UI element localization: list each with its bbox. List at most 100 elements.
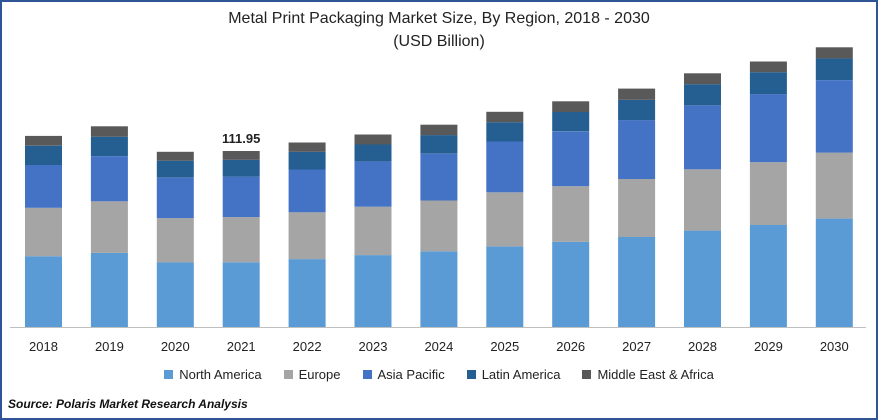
bar-2030-middle-east-and-africa — [815, 47, 853, 59]
chart-legend: North America Europe Asia Pacific Latin Ame… — [0, 367, 878, 382]
x-tick-2021: 2021 — [227, 339, 256, 354]
legend-swatch-asia-pacific — [362, 370, 372, 379]
bar-2028-europe — [684, 169, 721, 231]
bar-2030-asia-pacific — [815, 80, 853, 153]
chart-title: Metal Print Packaging Market Size, By Re… — [228, 10, 650, 27]
bar-2018-asia-pacific — [25, 165, 62, 208]
bar-2022-europe — [288, 212, 326, 260]
bar-2028-latin-america — [684, 84, 721, 106]
legend-swatch-north-america — [164, 370, 174, 379]
x-tick-2024: 2024 — [424, 339, 453, 354]
bar-2021-latin-america — [222, 159, 260, 177]
x-tick-2020: 2020 — [161, 339, 190, 354]
bar-2029-europe — [749, 162, 787, 225]
x-tick-2026: 2026 — [556, 339, 585, 354]
x-tick-2025: 2025 — [490, 339, 519, 354]
chart-subtitle: (USD Billion) — [393, 33, 485, 50]
bar-2022-latin-america — [288, 151, 326, 170]
bar-2027-middle-east-and-africa — [618, 88, 656, 100]
bar-2023-latin-america — [354, 144, 392, 162]
bar-2023-middle-east-and-africa — [354, 134, 392, 145]
bar-2029-latin-america — [749, 72, 787, 95]
x-tick-2019: 2019 — [95, 339, 124, 354]
bar-2018-latin-america — [25, 145, 62, 165]
bar-2024-europe — [420, 200, 458, 252]
x-tick-2029: 2029 — [754, 339, 783, 354]
bar-2026-latin-america — [552, 111, 590, 132]
bar-2030-europe — [815, 152, 853, 219]
legend-label-asia-pacific: Asia Pacific — [377, 367, 445, 382]
bar-2020-north-america — [156, 262, 194, 327]
legend-swatch-latin-america — [466, 370, 476, 379]
legend-swatch-europe — [283, 370, 293, 379]
bar-2021-europe — [222, 217, 260, 263]
bar-2018-middle-east-and-africa — [25, 135, 62, 146]
bar-2025-asia-pacific — [486, 141, 524, 193]
bar-2024-asia-pacific — [420, 153, 458, 201]
legend-label-middle-east-and-africa: Middle East & Africa — [597, 367, 714, 382]
bar-2023-asia-pacific — [354, 161, 392, 207]
bar-2019-north-america — [90, 252, 128, 327]
legend-label-latin-america: Latin America — [481, 367, 561, 382]
bar-2021-middle-east-and-africa — [222, 151, 260, 160]
bar-2020-europe — [156, 218, 194, 263]
bar-2029-asia-pacific — [749, 94, 787, 163]
bar-2027-north-america — [618, 237, 656, 327]
bar-2018-europe — [25, 207, 62, 257]
bar-2020-middle-east-and-africa — [156, 151, 194, 161]
x-tick-2022: 2022 — [293, 339, 322, 354]
bar-2027-europe — [618, 179, 656, 237]
bar-2020-asia-pacific — [156, 177, 194, 219]
bar-2026-north-america — [552, 241, 590, 327]
source-note: Source: Polaris Market Research Analysis — [8, 397, 248, 411]
bar-2021-asia-pacific — [222, 176, 260, 218]
bar-2026-europe — [552, 186, 590, 242]
legend-item-north-america: North America — [164, 367, 262, 382]
bar-2020-latin-america — [156, 160, 194, 178]
bar-2026-asia-pacific — [552, 131, 590, 187]
bar-2029-north-america — [749, 225, 787, 327]
bar-2024-latin-america — [420, 135, 458, 154]
legend-item-asia-pacific: Asia Pacific — [362, 367, 445, 382]
annotations-group: 111.95 — [222, 131, 260, 146]
bar-2024-middle-east-and-africa — [420, 124, 458, 136]
bar-2019-middle-east-and-africa — [90, 126, 128, 137]
bar-2021-north-america — [222, 262, 260, 327]
x-tick-labels: 2018 2019 2020 2021 2022 2023 2024 2025 2026 2027… — [29, 339, 849, 354]
bar-2025-middle-east-and-africa — [486, 111, 524, 123]
bar-2024-north-america — [420, 251, 458, 327]
legend-label-north-america: North America — [179, 367, 262, 382]
bar-2028-middle-east-and-africa — [684, 73, 721, 85]
x-tick-2028: 2028 — [688, 339, 717, 354]
bar-2027-asia-pacific — [618, 120, 656, 179]
data-label-2021: 111.95 — [222, 131, 260, 146]
bar-2027-latin-america — [618, 99, 656, 121]
bar-2028-asia-pacific — [684, 105, 721, 170]
bar-2025-europe — [486, 192, 524, 247]
legend-item-latin-america: Latin America — [466, 367, 561, 382]
bar-2018-north-america — [25, 256, 62, 327]
bar-2023-north-america — [354, 255, 392, 327]
bar-2026-middle-east-and-africa — [552, 101, 590, 112]
bar-2028-north-america — [684, 230, 721, 327]
bar-2022-north-america — [288, 259, 326, 327]
bar-2029-middle-east-and-africa — [749, 61, 787, 73]
bar-2022-asia-pacific — [288, 169, 326, 213]
legend-item-middle-east-and-africa: Middle East & Africa — [582, 367, 714, 382]
x-tick-2023: 2023 — [359, 339, 388, 354]
legend-label-europe: Europe — [298, 367, 341, 382]
legend-swatch-middle-east-and-africa — [582, 370, 592, 379]
x-tick-2030: 2030 — [820, 339, 849, 354]
bar-2019-europe — [90, 201, 128, 253]
bar-2025-north-america — [486, 246, 524, 327]
legend-item-europe: Europe — [283, 367, 341, 382]
x-tick-2027: 2027 — [622, 339, 651, 354]
bar-2023-europe — [354, 206, 392, 256]
x-tick-2018: 2018 — [29, 339, 58, 354]
bar-2022-middle-east-and-africa — [288, 142, 326, 152]
bar-2025-latin-america — [486, 122, 524, 142]
bars-group — [25, 47, 853, 327]
bar-2019-asia-pacific — [90, 156, 128, 202]
bar-2030-latin-america — [815, 58, 853, 80]
